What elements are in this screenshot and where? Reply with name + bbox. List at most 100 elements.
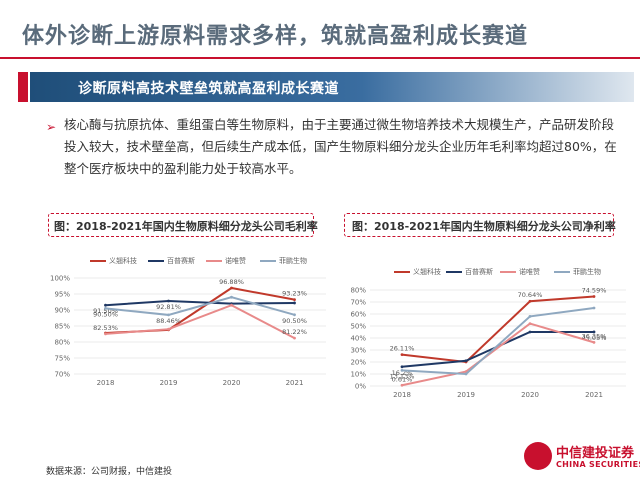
data-point (528, 322, 532, 325)
y-tick-label: 80% (350, 287, 366, 295)
legend-item-feipeng: 菲鹏生物 (260, 256, 307, 266)
series-line (105, 304, 295, 339)
y-tick-label: 70% (54, 371, 70, 379)
net-margin-title-frame (344, 213, 614, 237)
x-tick-label: 2019 (160, 379, 178, 387)
gross-margin-chart-title: 图：2018-2021年国内生物原料细分龙头公司毛利率 (54, 220, 318, 233)
y-tick-label: 80% (54, 339, 70, 347)
data-point (293, 298, 296, 302)
y-tick-label: 20% (350, 359, 366, 367)
x-tick-label: 2021 (286, 379, 304, 387)
legend-item-nuoweizan: 诺唯赞 (500, 267, 540, 277)
data-point (464, 372, 468, 376)
data-label: 90.50% (93, 310, 118, 318)
y-tick-label: 95% (54, 291, 70, 299)
data-point (230, 295, 233, 299)
data-label: 81.22% (282, 328, 307, 336)
x-tick-label: 2020 (521, 391, 539, 399)
data-point (592, 330, 596, 334)
data-point (400, 365, 404, 369)
legend-item-yiqiao: 义翘科技 (90, 256, 137, 266)
y-tick-label: 40% (350, 335, 366, 343)
bullet-arrow-icon: ➢ (46, 120, 57, 134)
x-tick-label: 2018 (97, 379, 115, 387)
logo-english-name: CHINA SECURITIES (556, 460, 640, 469)
y-tick-label: 30% (350, 347, 366, 355)
data-label: 16.2% (392, 369, 413, 377)
data-point (230, 286, 233, 290)
data-label: 36.35% (582, 332, 607, 340)
data-point (592, 295, 596, 298)
data-label: 82.53% (93, 324, 118, 332)
y-tick-label: 60% (350, 311, 366, 319)
y-tick-label: 10% (350, 371, 366, 379)
y-tick-label: 70% (350, 299, 366, 307)
logo-mark-icon (524, 442, 552, 470)
data-point (167, 327, 170, 331)
y-tick-label: 0% (355, 383, 366, 391)
data-label: 45.05% (582, 334, 607, 342)
data-point (104, 303, 107, 307)
legend-item-yiqiao: 义翘科技 (394, 267, 441, 277)
data-label: 88.46% (156, 317, 181, 325)
gross-margin-chart: 70% 75% 80% 85% 90% 95% 100% 2018 2019 2020 2021 96… (50, 275, 326, 387)
series-line (105, 296, 295, 316)
data-point (167, 299, 170, 303)
legend-item-feipeng: 菲鹏生物 (554, 267, 601, 277)
data-label: 90.50% (282, 317, 307, 325)
data-label: 93.23% (282, 290, 307, 298)
data-point (400, 383, 404, 387)
data-point (400, 353, 404, 357)
net-margin-chart-title: 图：2018-2021年国内生物原料细分龙头公司净利率 (352, 220, 616, 233)
data-label: 70.64% (518, 291, 543, 299)
data-point (528, 299, 532, 303)
y-tick-label: 50% (350, 323, 366, 331)
data-point (167, 313, 170, 317)
data-point (592, 340, 596, 344)
data-point (293, 313, 296, 317)
data-label: 91.50% (93, 307, 118, 315)
series-line (401, 295, 595, 364)
section-heading: 诊断原料高技术壁垒筑就高盈利成长赛道 (78, 81, 339, 97)
data-label: 74.59% (582, 286, 607, 294)
china-securities-logo: 中信建投证券 CHINA SECURITIES (524, 440, 640, 476)
series-line (401, 322, 595, 387)
data-point (528, 315, 532, 318)
legend-item-nuoweizan: 诺唯赞 (206, 256, 246, 266)
title-divider (0, 57, 640, 59)
source-note: 数据来源：公司财报，中信建投 (46, 467, 173, 477)
x-tick-label: 2018 (393, 391, 411, 399)
data-label: 13.13% (390, 372, 415, 380)
data-label: 96.88% (219, 278, 244, 286)
x-tick-label: 2021 (585, 391, 603, 399)
net-margin-legend: 义翘科技 百普赛斯 诺唯赞 菲鹏生物 (394, 267, 624, 279)
x-tick-label: 2019 (457, 391, 475, 399)
data-label: 0.61% (392, 375, 413, 383)
banner-bar (30, 72, 634, 102)
data-point (592, 306, 596, 310)
data-point (400, 369, 404, 372)
bullet-text: 核心酶与抗原抗体、重组蛋白等生物原料，由于主要通过微生物培养技术大规模生产，产品… (64, 117, 617, 176)
series-line (105, 300, 295, 307)
data-point (528, 330, 532, 334)
section-banner: 诊断原料高技术壁垒筑就高盈利成长赛道 (18, 72, 634, 102)
y-tick-label: 85% (54, 323, 70, 331)
data-point (104, 307, 107, 310)
y-tick-label: 90% (54, 307, 70, 315)
data-point (104, 332, 107, 336)
data-point (230, 303, 233, 307)
banner-accent-block (18, 72, 28, 102)
series-line (401, 330, 595, 368)
gross-margin-legend: 义翘科技 百普赛斯 诺唯赞 菲鹏生物 (90, 256, 330, 268)
page-title: 体外诊断上游原料需求多样，筑就高盈利成长赛道 (22, 24, 529, 49)
x-tick-label: 2020 (223, 379, 241, 387)
data-point (293, 336, 296, 340)
logo-chinese-name: 中信建投证券 (556, 446, 635, 461)
legend-item-baipusaisi: 百普赛斯 (148, 256, 195, 266)
net-margin-chart: 0% 10% 20% 30% 40% 50% 60% 70% 80% 2018 2019 2020 20… (350, 286, 626, 399)
y-tick-label: 75% (54, 355, 70, 363)
data-label: 26.11% (390, 345, 415, 353)
series-line (401, 307, 595, 376)
legend-item-baipusaisi: 百普赛斯 (446, 267, 493, 277)
data-point (293, 301, 296, 305)
